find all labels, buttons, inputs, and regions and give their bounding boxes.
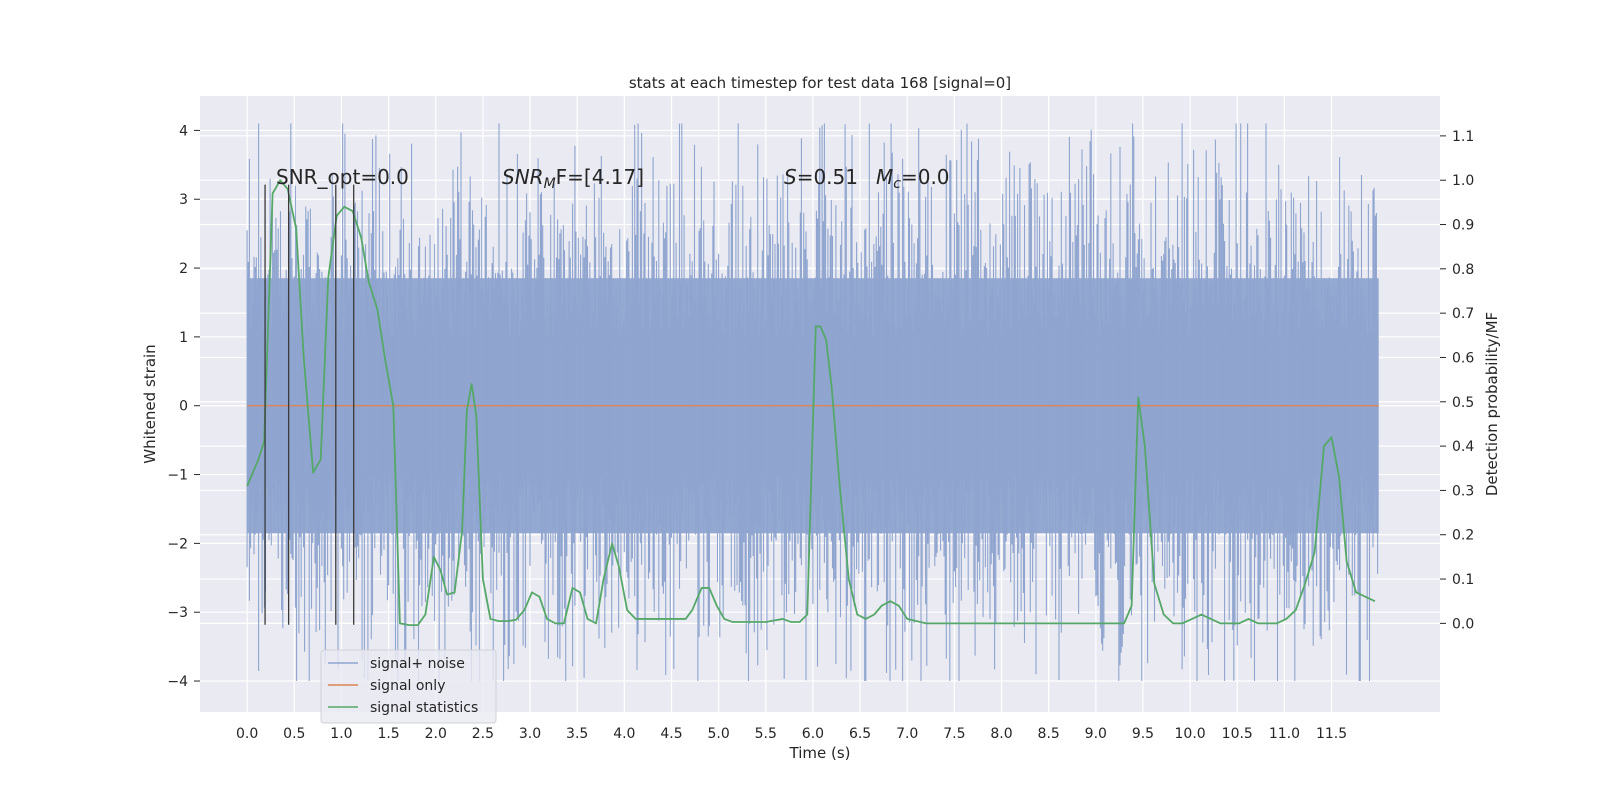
legend-box [320, 649, 497, 724]
x-tick-label: 0.0 [236, 726, 258, 742]
x-tick-label: 1.0 [330, 726, 352, 742]
x-tick-label: 8.0 [990, 726, 1012, 742]
y2-tick-label: 0.9 [1452, 218, 1474, 234]
x-tick-label: 3.0 [519, 726, 541, 742]
legend: signal+ noise signal only signal statist… [320, 649, 497, 724]
x-tick-label: 5.0 [707, 726, 729, 742]
x-tick-label: 6.0 [802, 726, 824, 742]
y-tick-label: −4 [167, 674, 188, 690]
y2-tick-label: 0.7 [1452, 306, 1474, 322]
y-tick-label: 0 [179, 399, 188, 415]
y-tick-label: 4 [179, 123, 188, 139]
y-axis-label: Whitened strain [141, 344, 159, 463]
x-tick-label: 2.0 [425, 726, 447, 742]
y-tick-label: 1 [179, 330, 188, 346]
y-tick-label: 3 [179, 192, 188, 208]
y2-tick-label: 1.0 [1452, 173, 1474, 189]
y2-tick-label: 1.1 [1452, 129, 1474, 145]
annotation-mc-subscript: c [893, 176, 901, 192]
y-tick-label: 2 [179, 261, 188, 277]
legend-label-stats: signal statistics [370, 700, 478, 716]
y2-tick-label: 0.8 [1452, 262, 1474, 278]
x-tick-label: 9.0 [1085, 726, 1107, 742]
annotation-mc-symbol: M [876, 165, 893, 189]
y2-tick-label: 0.0 [1452, 616, 1474, 632]
x-tick-label: 10.0 [1175, 726, 1206, 742]
x-tick-label: 11.0 [1269, 726, 1300, 742]
x-tick-label: 9.5 [1132, 726, 1154, 742]
x-tick-label: 0.5 [283, 726, 305, 742]
y-tick-label: −1 [167, 468, 188, 484]
annotation-snr-opt: SNR_opt=0.0 [276, 165, 409, 189]
annotation-s-symbol: S [784, 165, 797, 189]
annotation-snr-mf: SNRMF=[4.17] [502, 165, 644, 192]
y2-tick-label: 0.6 [1452, 350, 1474, 366]
vertical-markers [264, 184, 355, 625]
annotation-snr-mf-value: F=[4.17] [556, 165, 644, 189]
x-tick-label: 11.5 [1316, 726, 1347, 742]
x-tick-label: 5.5 [755, 726, 777, 742]
x-tick-label: 7.0 [896, 726, 918, 742]
x-tick-label: 3.5 [566, 726, 588, 742]
x-tick-label: 6.5 [849, 726, 871, 742]
y2-tick-label: 0.5 [1452, 395, 1474, 411]
x-tick-label: 10.5 [1222, 726, 1253, 742]
x-tick-label: 7.5 [943, 726, 965, 742]
legend-label-signal: signal only [370, 678, 445, 694]
y2-tick-label: 0.3 [1452, 483, 1474, 499]
x-tick-label: 2.5 [472, 726, 494, 742]
y-tick-label: −2 [167, 536, 188, 552]
annotation-s-mc: S=0.51 Mc=0.0 [784, 165, 950, 192]
y2-tick-label: 0.4 [1452, 439, 1474, 455]
line-series [246, 179, 1379, 627]
y2-tick-label: 0.1 [1452, 572, 1474, 588]
y2-tick-label: 0.2 [1452, 528, 1474, 544]
chart-title: stats at each timestep for test data 168… [629, 74, 1011, 92]
x-tick-label: 1.5 [377, 726, 399, 742]
x-axis-label: Time (s) [789, 744, 851, 762]
annotation-snr-mf-symbol: SNR [502, 165, 544, 189]
legend-label-noise: signal+ noise [370, 656, 465, 672]
x-tick-label: 8.5 [1038, 726, 1060, 742]
annotation-snr-mf-subscript: M [544, 176, 556, 192]
annotation-mc-value: =0.0 [901, 165, 950, 189]
signal-statistics-line [246, 179, 1376, 627]
annotation-s-value: =0.51 [797, 165, 858, 189]
y-tick-labels: −4 −3 −2 −1 0 1 2 3 4 [167, 123, 200, 690]
noise-trace [246, 123, 1379, 681]
x-tick-label: 4.0 [613, 726, 635, 742]
x-tick-label: 4.5 [660, 726, 682, 742]
y-tick-label: −3 [167, 605, 188, 621]
x-tick-labels: 0.0 0.5 1.0 1.5 2.0 2.5 3.0 3.5 4.0 4.5 5.0 5.5 6.0 6… [236, 726, 1347, 742]
y2-tick-labels: 0.0 0.1 0.2 0.3 0.4 0.5 0.6 0.7 0.8 0.9 1.0 1.1 [1440, 129, 1474, 632]
y2-axis-label: Detection probability/MF [1483, 312, 1501, 496]
